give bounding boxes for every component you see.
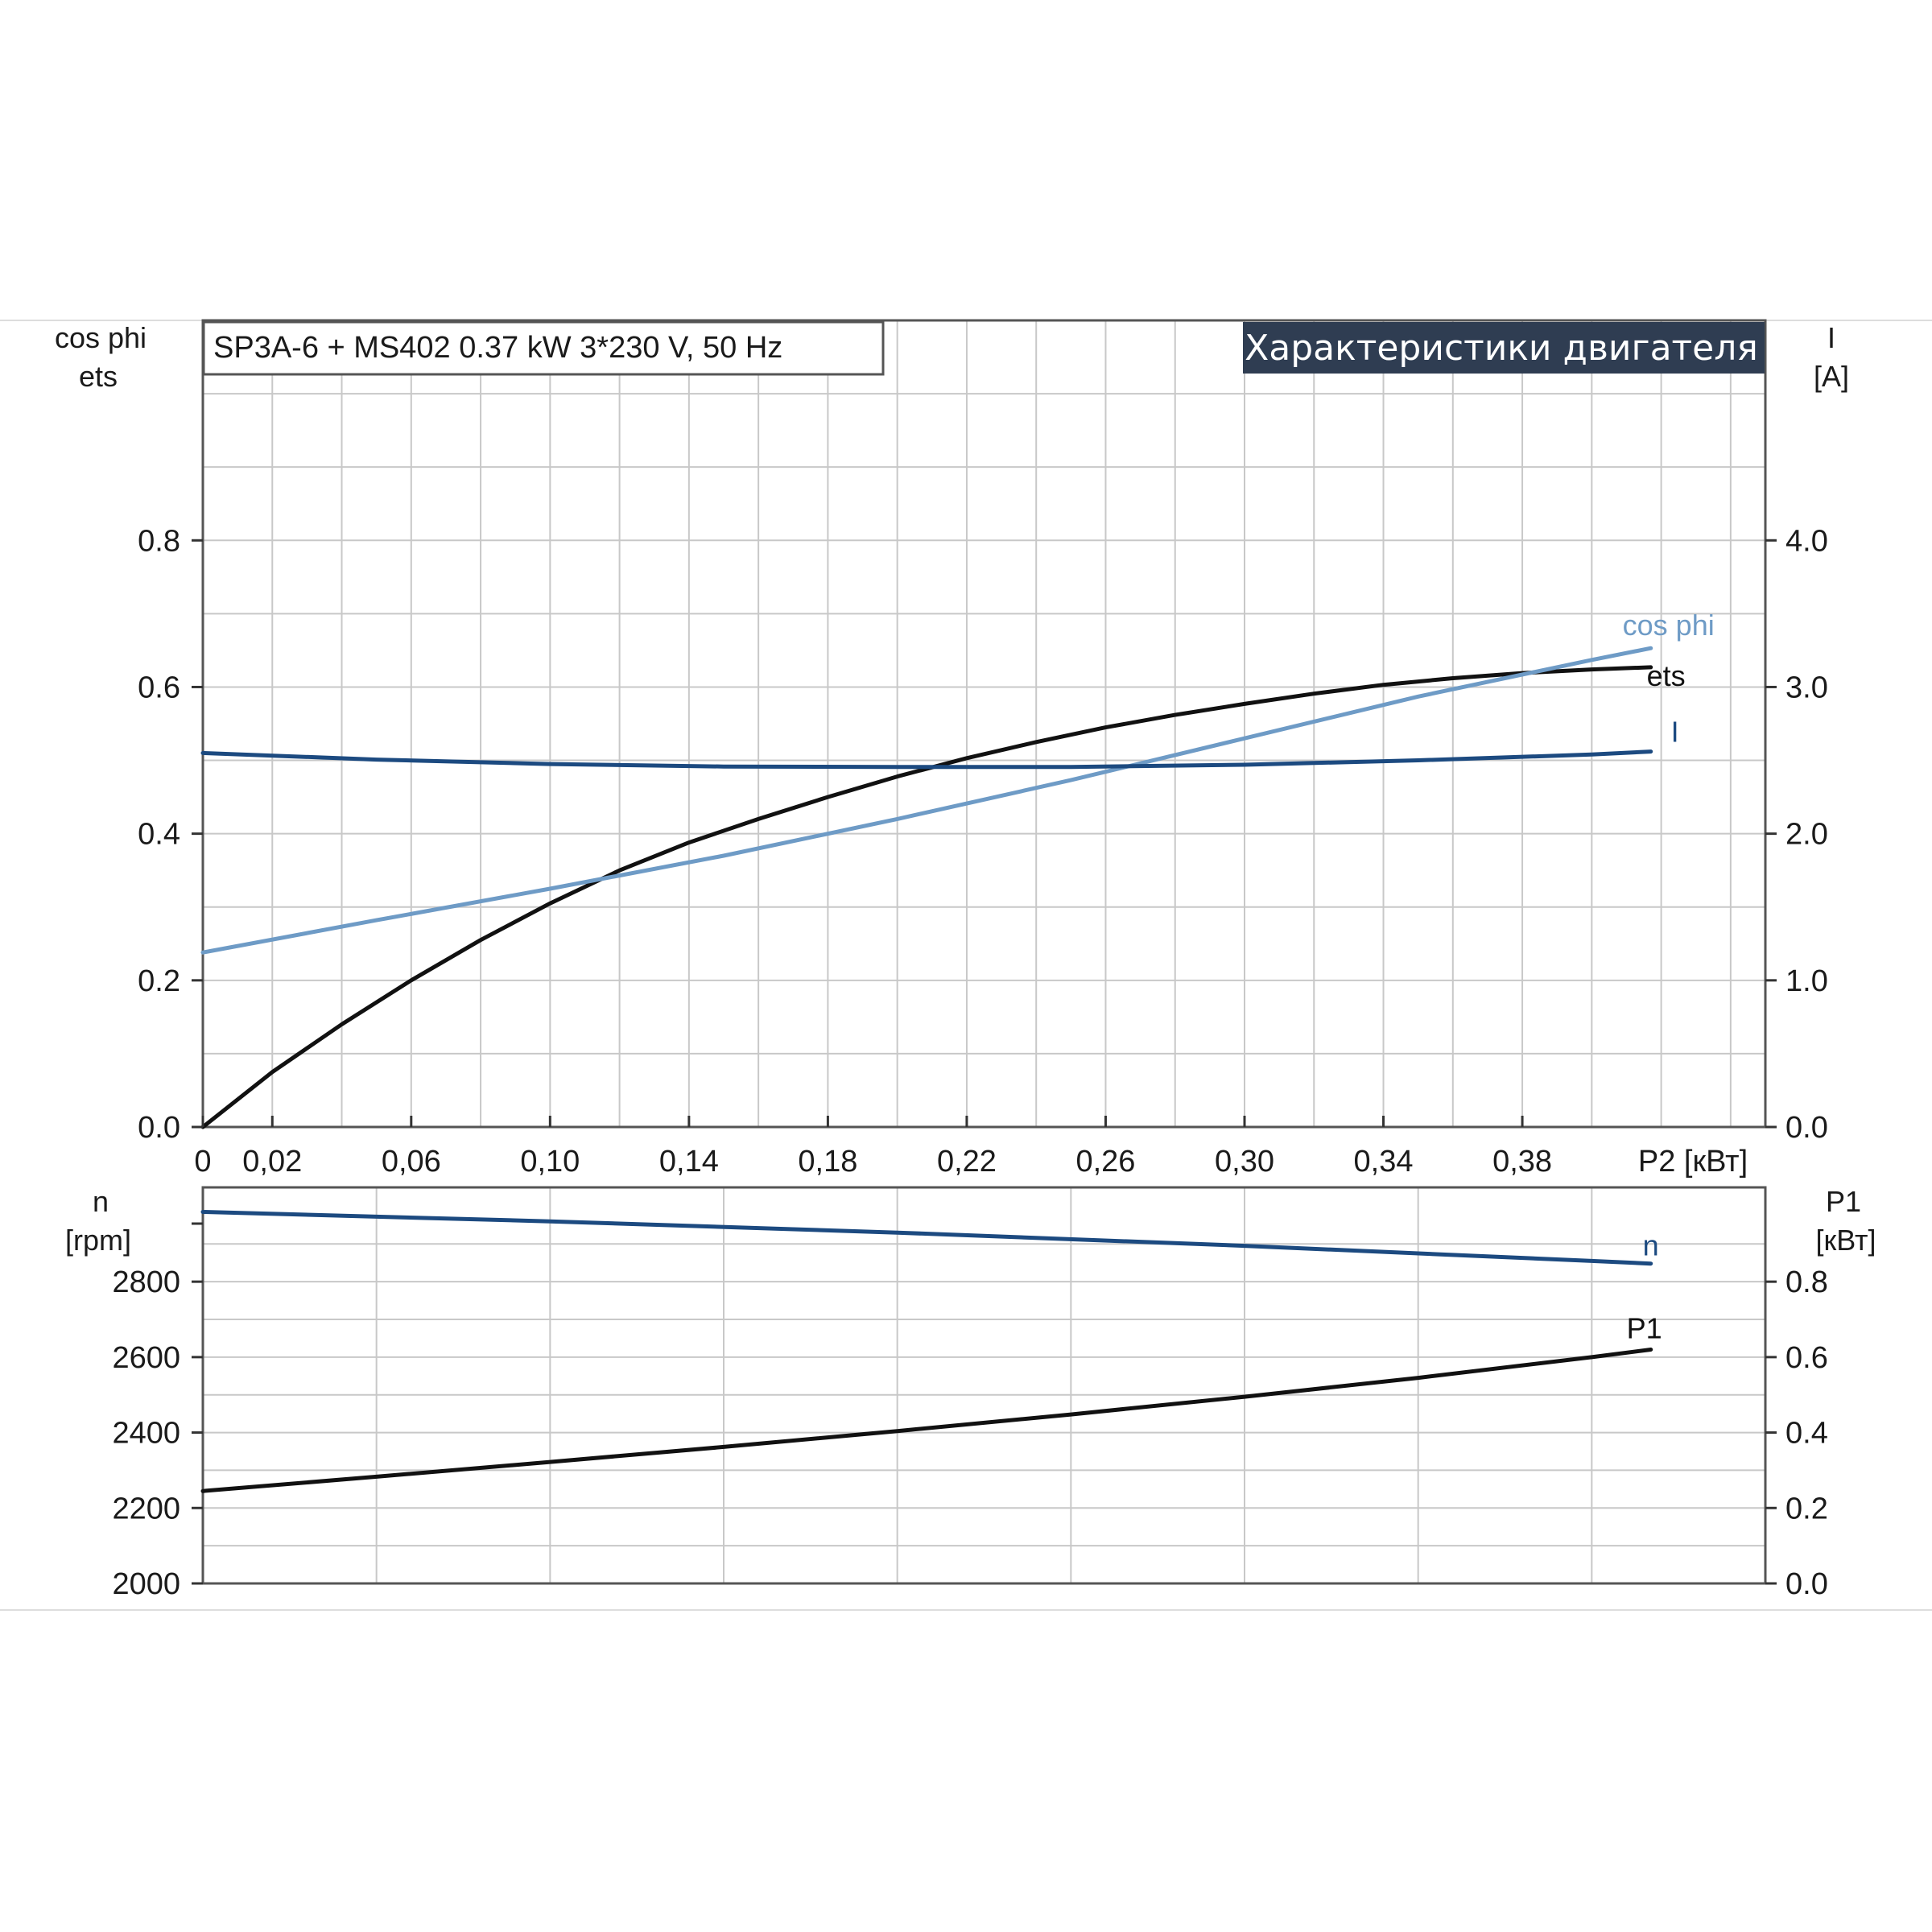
bottom-right-axis-title-line2: [кВт]: [1815, 1224, 1876, 1257]
left-axis-title-line2: ets: [79, 360, 118, 393]
top-left-tick-label: 0.6: [138, 671, 180, 704]
chart-title: Характеристики двигателя: [1245, 328, 1758, 369]
model-label: SP3A-6 + MS402 0.37 kW 3*230 V, 50 Hz: [213, 331, 782, 365]
model-label-box: [202, 320, 885, 376]
series-line-n: [200, 1210, 1653, 1266]
bottom-left-axis-title-line1: n: [93, 1185, 109, 1218]
grid-layer: [201, 319, 1767, 1585]
curves-layer: [200, 646, 1653, 1493]
top-right-tick-label: 4.0: [1785, 524, 1828, 558]
series-line-cos-phi: [200, 646, 1653, 955]
top-right-tick-label: 2.0: [1785, 818, 1828, 852]
series-label-n: n: [1643, 1229, 1659, 1262]
x-tick-label: 0,26: [1075, 1145, 1135, 1179]
x-tick-label: 0,30: [1215, 1145, 1274, 1179]
right-axis-title-line1: I: [1827, 321, 1835, 354]
x-tick-label: 0,14: [659, 1145, 719, 1179]
x-axis-title: P2 [кВт]: [1638, 1145, 1748, 1179]
series-label-cos-phi: cos phi: [1623, 609, 1715, 642]
series-label-i: I: [1671, 716, 1679, 749]
bottom-right-tick-label: 0.4: [1785, 1417, 1828, 1451]
title-banner: [1243, 322, 1765, 374]
x-tick-label: 0,02: [242, 1145, 302, 1179]
bottom-left-axis-title-line2: [rpm]: [65, 1224, 131, 1257]
bottom-right-axis-title-line1: P1: [1826, 1185, 1861, 1218]
bottom-left-tick-label: 2800: [112, 1265, 180, 1299]
top-right-tick-label: 1.0: [1785, 964, 1828, 998]
x-tick-label: 0,34: [1354, 1145, 1414, 1179]
series-label-p1: P1: [1627, 1311, 1662, 1344]
bottom-left-tick-label: 2000: [112, 1567, 180, 1601]
top-left-tick-label: 0.0: [138, 1111, 180, 1145]
bottom-right-tick-label: 0.6: [1785, 1341, 1828, 1375]
top-plot-frame: [201, 319, 1767, 1129]
top-left-tick-label: 0.8: [138, 524, 180, 558]
x-tick-label: 0,18: [798, 1145, 857, 1179]
x-tick-label: 0,38: [1492, 1145, 1552, 1179]
top-left-tick-label: 0.4: [138, 818, 180, 852]
series-line-ets: [200, 665, 1653, 1129]
ticks-layer: [192, 539, 1777, 1585]
bottom-right-tick-label: 0.0: [1785, 1567, 1828, 1601]
bottom-right-tick-label: 0.2: [1785, 1492, 1828, 1525]
series-line-i: [200, 749, 1653, 770]
top-left-tick-label: 0.2: [138, 964, 180, 998]
x-tick-label: 0,10: [520, 1145, 580, 1179]
series-line-p1: [200, 1348, 1653, 1493]
bottom-right-tick-label: 0.8: [1785, 1265, 1828, 1299]
left-axis-title-line1: cos phi: [55, 321, 147, 354]
bottom-left-tick-label: 2600: [112, 1341, 180, 1375]
x-tick-label: 0: [194, 1145, 211, 1179]
series-label-ets: ets: [1647, 659, 1686, 692]
bottom-left-tick-label: 2400: [112, 1417, 180, 1451]
top-right-tick-label: 3.0: [1785, 671, 1828, 704]
bottom-plot-frame: [201, 1186, 1767, 1585]
bottom-left-tick-label: 2200: [112, 1492, 180, 1525]
x-tick-label: 0,06: [382, 1145, 441, 1179]
right-axis-title-line2: [A]: [1814, 360, 1849, 393]
x-tick-label: 0,22: [937, 1145, 997, 1179]
top-right-tick-label: 0.0: [1785, 1111, 1828, 1145]
text-layer: ets cos phi In P1 0.0 0.2 0.4 0.6 0.8 0.0 1.0 2.0 3.…: [55, 320, 1876, 1601]
